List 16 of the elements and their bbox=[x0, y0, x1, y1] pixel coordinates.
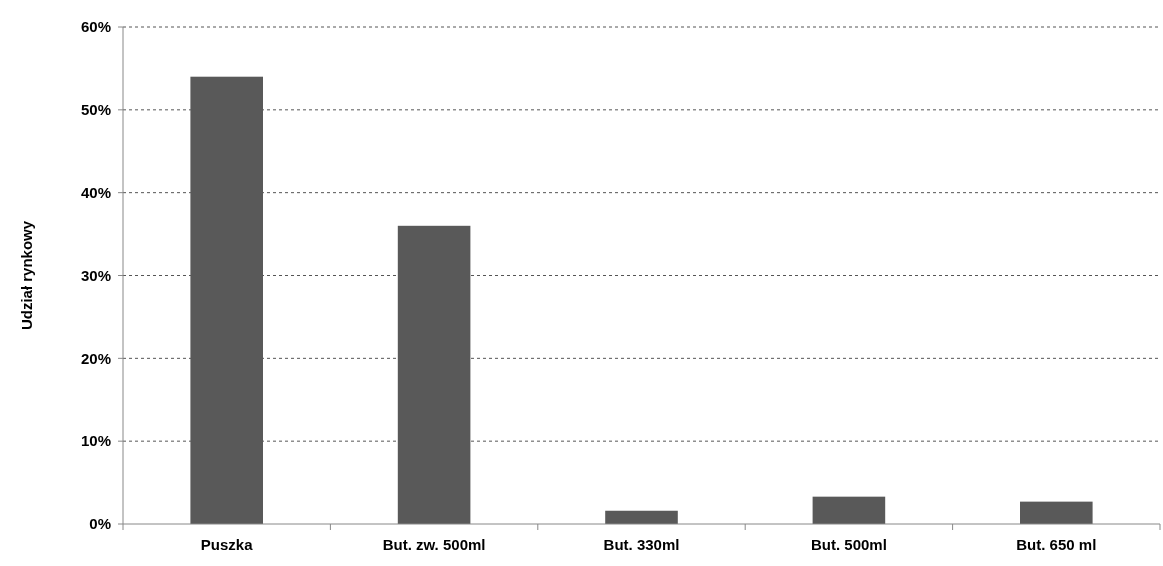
y-tick-label: 10% bbox=[80, 432, 111, 450]
y-tick-label: 20% bbox=[80, 349, 111, 367]
x-tick-label: But. zw. 500ml bbox=[382, 536, 486, 553]
x-tick-label: But. 650 ml bbox=[1016, 536, 1097, 553]
x-tick-label: Puszka bbox=[200, 536, 254, 553]
y-axis-title: Udział rynkowy bbox=[18, 220, 35, 331]
y-tick-label: 0% bbox=[89, 515, 111, 533]
x-tick-label: But. 330ml bbox=[603, 536, 680, 553]
x-tick-label: But. 500ml bbox=[810, 536, 887, 553]
bar bbox=[605, 510, 678, 524]
y-tick-label: 60% bbox=[80, 18, 111, 36]
y-tick-label: 50% bbox=[80, 101, 111, 119]
bar bbox=[1020, 501, 1093, 524]
y-tick-label: 40% bbox=[80, 183, 111, 201]
bar bbox=[812, 496, 886, 524]
y-tick-label: 30% bbox=[80, 266, 111, 284]
